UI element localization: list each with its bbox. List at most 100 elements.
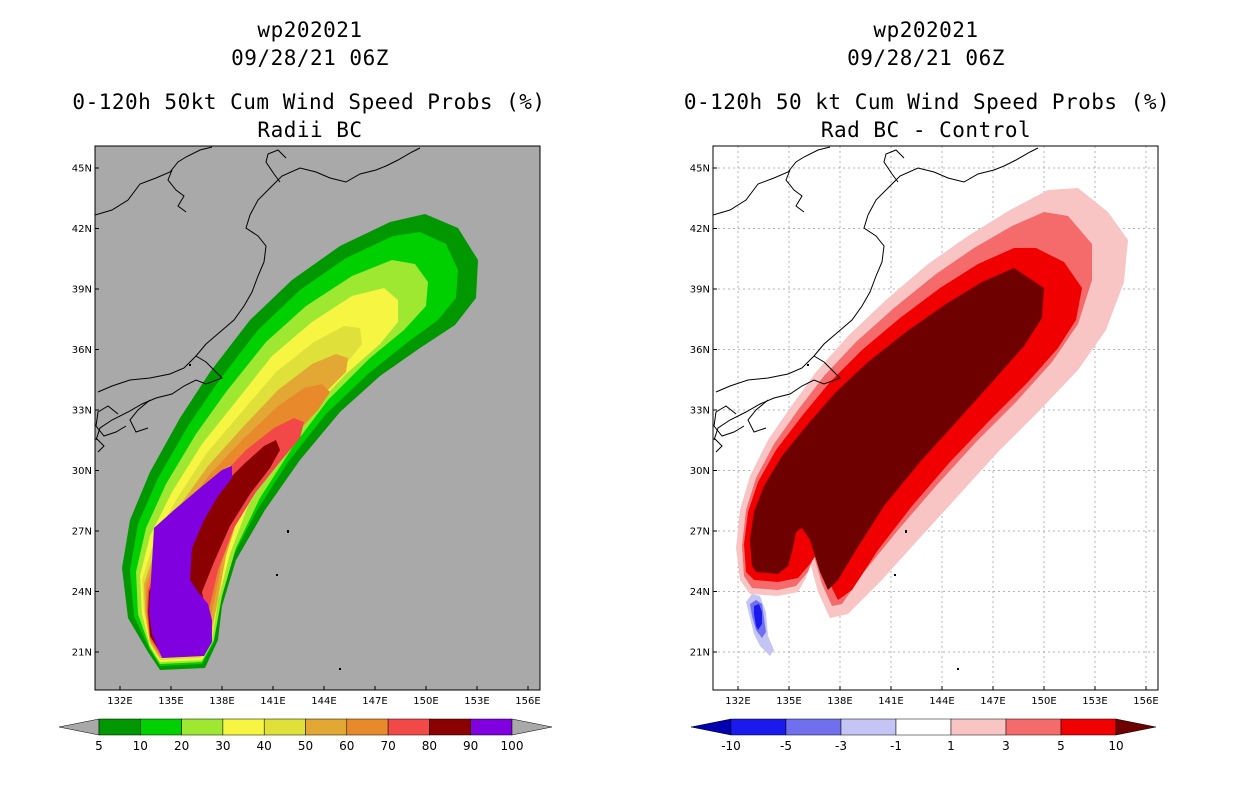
colorbar-swatch (1060, 718, 1117, 736)
colorbar-label: 60 (339, 739, 354, 753)
right-map-subtitle: Rad BC - Control (820, 118, 1032, 142)
lon-tick-label: 132E (107, 696, 132, 707)
colorbar-label: 80 (422, 739, 437, 753)
colorbar-label: -3 (835, 739, 847, 753)
lon-tick-label: 150E (1031, 696, 1056, 707)
left-map-subtitle: Radii BC (257, 118, 363, 142)
colorbar-label: 70 (380, 739, 395, 753)
diff-contour-10 (750, 268, 1044, 590)
right-map-frame (712, 145, 1159, 691)
lon-tick-label: 135E (776, 696, 801, 707)
colorbar-label: 1 (947, 739, 955, 753)
colorbar-swatch (895, 718, 952, 736)
colorbar-label: 5 (95, 739, 103, 753)
colorbar-extend-high (511, 718, 553, 736)
left-coastlines (95, 146, 421, 453)
right-islands (807, 364, 959, 670)
lon-tick-label: 141E (878, 696, 903, 707)
colorbar-swatch (470, 718, 513, 736)
left-map: 132E 135E 138E 141E 144E 147E 150E 153E 156E 45N… (58, 145, 553, 753)
lat-tick-label: 39N (690, 285, 710, 296)
colorbar-label: 40 (257, 739, 272, 753)
left-map-frame (94, 145, 541, 691)
left-storm-id: wp202021 (257, 18, 363, 42)
right-latitude-ticks: 45N 42N 39N 36N 33N 30N 27N 24N 21N (690, 164, 717, 659)
lon-tick-label: 156E (1133, 696, 1158, 707)
colorbar-swatch (1005, 718, 1062, 736)
lon-tick-label: 153E (464, 696, 489, 707)
lon-tick-label: 132E (725, 696, 750, 707)
colorbar-swatch (429, 718, 471, 736)
right-map: 132E 135E 138E 141E 144E 147E 150E 153E 156E 45N… (690, 145, 1159, 753)
colorbar-extend-high (1115, 718, 1157, 736)
lon-tick-label: 135E (158, 696, 183, 707)
colorbar-label: -5 (780, 739, 792, 753)
colorbar-label: 90 (463, 739, 478, 753)
colorbar-swatch (950, 718, 1007, 736)
lon-tick-label: 141E (260, 696, 285, 707)
colorbar-label: 20 (174, 739, 189, 753)
colorbar-label: 10 (133, 739, 148, 753)
lat-tick-label: 24N (690, 587, 710, 598)
colorbar-label: 3 (1002, 739, 1010, 753)
lat-tick-label: 36N (690, 345, 710, 356)
lat-tick-label: 30N (72, 466, 92, 477)
right-colorbar: -10 -5 -3 -1 1 3 5 10 (690, 718, 1157, 753)
colorbar-swatch (730, 718, 787, 736)
right-longitude-ticks: 132E 135E 138E 141E 144E 147E 150E 153E 156E (725, 686, 1159, 707)
colorbar-swatch (840, 718, 897, 736)
lat-tick-label: 33N (72, 406, 92, 417)
left-map-title: 0-120h 50kt Cum Wind Speed Probs (%) (72, 90, 546, 114)
lat-tick-label: 45N (72, 164, 92, 175)
lat-tick-label: 45N (690, 164, 710, 175)
lon-tick-label: 144E (929, 696, 954, 707)
colorbar-label: 50 (298, 739, 313, 753)
colorbar-swatch (263, 718, 306, 736)
right-coastlines (713, 146, 1039, 453)
colorbar-label: 100 (501, 739, 524, 753)
lat-tick-label: 24N (72, 587, 92, 598)
left-colorbar: 5 10 20 30 40 50 60 70 80 90 100 (58, 718, 553, 753)
lat-tick-label: 36N (72, 345, 92, 356)
lat-tick-label: 42N (690, 224, 710, 235)
left-longitude-ticks: 132E 135E 138E 141E 144E 147E 150E 153E 156E (107, 686, 541, 707)
colorbar-extend-low (58, 718, 100, 736)
right-datetime: 09/28/21 06Z (847, 46, 1005, 70)
right-difference-contours (736, 188, 1128, 656)
right-storm-id: wp202021 (873, 18, 979, 42)
colorbar-extend-low (690, 718, 732, 736)
lon-tick-label: 147E (362, 696, 387, 707)
lat-tick-label: 27N (690, 527, 710, 538)
colorbar-swatch (222, 718, 265, 736)
lon-tick-label: 138E (209, 696, 234, 707)
left-datetime: 09/28/21 06Z (231, 46, 389, 70)
lon-tick-label: 156E (515, 696, 540, 707)
colorbar-label: 5 (1057, 739, 1065, 753)
colorbar-label: 10 (1108, 739, 1123, 753)
colorbar-label: -1 (890, 739, 902, 753)
diff-contour-neg5 (754, 604, 762, 630)
lon-tick-label: 153E (1082, 696, 1107, 707)
colorbar-swatch (346, 718, 389, 736)
lon-tick-label: 138E (827, 696, 852, 707)
lat-tick-label: 39N (72, 285, 92, 296)
lat-tick-label: 21N (72, 648, 92, 659)
left-islands (189, 364, 341, 670)
lon-tick-label: 147E (980, 696, 1005, 707)
right-map-title: 0-120h 50 kt Cum Wind Speed Probs (%) (683, 90, 1171, 114)
lat-tick-label: 42N (72, 224, 92, 235)
colorbar-label: -10 (721, 739, 741, 753)
lon-tick-label: 150E (413, 696, 438, 707)
contour-90 (149, 466, 232, 658)
lat-tick-label: 33N (690, 406, 710, 417)
colorbar-swatch (140, 718, 182, 736)
lat-tick-label: 30N (690, 466, 710, 477)
colorbar-swatch (98, 718, 141, 736)
left-latitude-ticks: 45N 42N 39N 36N 33N 30N 27N 24N 21N (72, 164, 99, 659)
colorbar-swatch (181, 718, 224, 736)
left-probability-contours (122, 214, 478, 670)
lat-tick-label: 21N (690, 648, 710, 659)
colorbar-swatch (387, 718, 430, 736)
colorbar-label: 30 (215, 739, 230, 753)
colorbar-swatch (305, 718, 348, 736)
